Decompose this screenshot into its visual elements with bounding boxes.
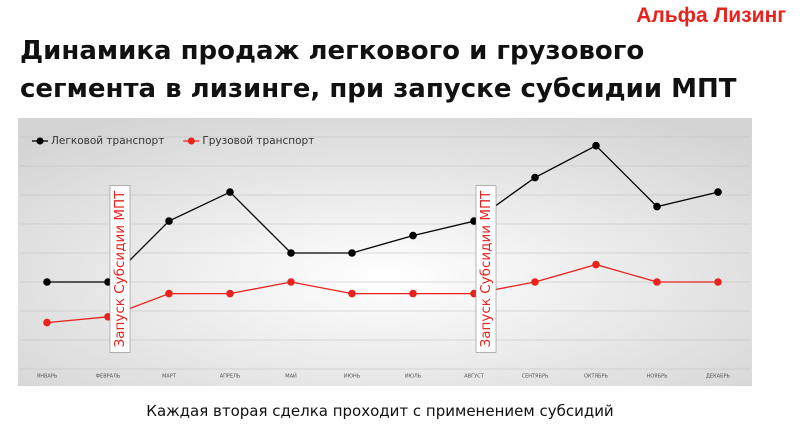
caption: Каждая вторая сделка проходит с применен… <box>146 402 614 420</box>
annotation-box <box>109 185 131 353</box>
x-tick-label: ОКТЯБРЬ <box>584 374 608 380</box>
annotation-text: Запуск Субсидии МПТ <box>112 190 128 348</box>
x-tick-label: ФЕВРАЛЬ <box>96 374 121 380</box>
data-point <box>287 249 295 257</box>
data-point <box>226 188 234 196</box>
plot-background <box>18 118 752 386</box>
x-tick-label: ЯНВАРЬ <box>37 374 58 380</box>
data-point <box>531 173 539 182</box>
series-line <box>47 144 719 283</box>
x-tick-label: ДЕКАБРЬ <box>706 374 730 380</box>
data-point <box>287 278 295 286</box>
data-point <box>714 278 722 286</box>
data-point <box>43 278 51 286</box>
legend-swatch <box>187 137 195 145</box>
data-point <box>226 289 234 298</box>
data-point <box>348 249 356 257</box>
chart-title: Динамика продаж легкового и грузового се… <box>20 36 737 104</box>
data-point <box>653 202 661 211</box>
legend-swatch <box>36 137 44 145</box>
data-point <box>43 318 51 327</box>
data-point <box>531 278 539 286</box>
data-point <box>409 231 417 240</box>
x-tick-label: СЕНТЯБРЬ <box>522 374 549 380</box>
x-tick-label: МАРТ <box>162 374 177 380</box>
annotation-box <box>475 185 497 353</box>
annotation: Запуск Субсидии МПТ <box>109 185 131 353</box>
data-point <box>348 289 356 298</box>
series-line <box>46 263 718 324</box>
x-tick-label: ИЮНЬ <box>344 374 361 380</box>
data-point <box>165 289 173 298</box>
data-point <box>653 278 661 286</box>
annotation: Запуск Субсидии МПТ <box>475 185 497 353</box>
x-tick-label: АПРЕЛЬ <box>220 374 241 380</box>
legend-label: Грузовой транспорт <box>202 135 314 147</box>
x-tick-label: ИЮЛЬ <box>405 374 422 380</box>
brand-logo: Альфа Лизинг <box>636 4 786 27</box>
data-point <box>409 289 417 298</box>
annotation-text: Запуск Субсидии МПТ <box>478 190 494 348</box>
data-point <box>714 188 722 196</box>
data-point <box>592 141 600 150</box>
data-point <box>592 260 600 269</box>
legend-label: Легковой транспорт <box>51 135 164 147</box>
data-point <box>165 217 173 225</box>
x-tick-label: НОЯБРЬ <box>646 374 668 380</box>
x-tick-label: АВГУСТ <box>464 374 484 380</box>
x-tick-label: МАЙ <box>285 373 297 380</box>
